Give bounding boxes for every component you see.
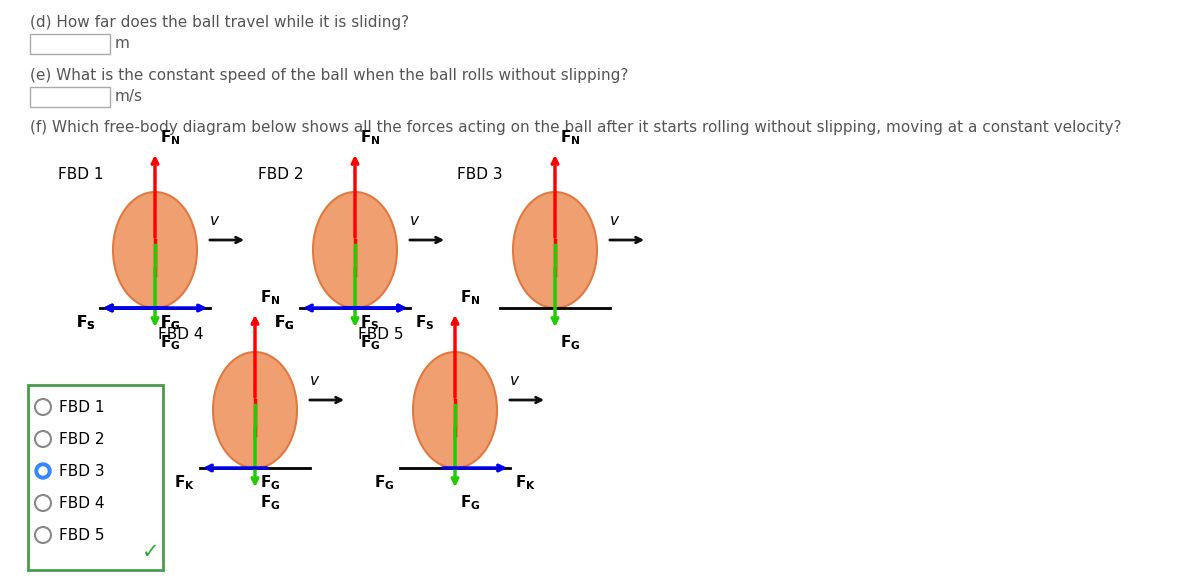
Text: $\mathbf{F_S}$: $\mathbf{F_S}$ — [76, 313, 95, 332]
Text: m: m — [115, 36, 130, 51]
Text: $\mathbf{F_N}$: $\mathbf{F_N}$ — [560, 128, 581, 147]
Ellipse shape — [514, 192, 598, 308]
Text: $\mathbf{F_G}$: $\mathbf{F_G}$ — [160, 313, 180, 332]
FancyBboxPatch shape — [30, 34, 110, 54]
Text: FBD 3: FBD 3 — [457, 167, 503, 182]
Text: $\mathbf{F_S}$: $\mathbf{F_S}$ — [360, 313, 379, 332]
Text: $\mathbf{F_K}$: $\mathbf{F_K}$ — [515, 473, 536, 492]
Text: $\mathbf{F_G}$: $\mathbf{F_G}$ — [275, 313, 295, 332]
Text: (f) Which free-body diagram below shows all the forces acting on the ball after : (f) Which free-body diagram below shows … — [30, 120, 1122, 135]
Text: FBD 5: FBD 5 — [358, 327, 403, 342]
Text: $v$: $v$ — [209, 213, 221, 228]
Text: $v$: $v$ — [409, 213, 420, 228]
Text: FBD 3: FBD 3 — [59, 463, 104, 479]
Text: (e) What is the constant speed of the ball when the ball rolls without slipping?: (e) What is the constant speed of the ba… — [30, 68, 629, 83]
Text: $v$: $v$ — [310, 373, 320, 388]
Text: $v$: $v$ — [509, 373, 521, 388]
Text: $\mathbf{F_G}$: $\mathbf{F_G}$ — [560, 333, 581, 352]
Ellipse shape — [313, 192, 397, 308]
Text: $\mathbf{F_K}$: $\mathbf{F_K}$ — [174, 473, 194, 492]
Text: $v$: $v$ — [610, 213, 620, 228]
Text: $\mathbf{F_G}$: $\mathbf{F_G}$ — [260, 493, 281, 512]
Circle shape — [35, 463, 50, 479]
FancyBboxPatch shape — [28, 385, 163, 570]
Text: $\mathbf{F_S}$: $\mathbf{F_S}$ — [415, 313, 434, 332]
Text: $\mathbf{F_S}$: $\mathbf{F_S}$ — [76, 313, 95, 332]
Text: $\mathbf{F_G}$: $\mathbf{F_G}$ — [160, 313, 180, 332]
Ellipse shape — [214, 352, 298, 468]
Text: $\mathbf{F_G}$: $\mathbf{F_G}$ — [374, 473, 395, 492]
Circle shape — [38, 467, 47, 475]
Text: $\mathbf{F_G}$: $\mathbf{F_G}$ — [260, 473, 281, 492]
Text: $\mathbf{F_G}$: $\mathbf{F_G}$ — [360, 333, 380, 352]
Text: FBD 1: FBD 1 — [58, 167, 103, 182]
Text: FBD 4: FBD 4 — [157, 327, 203, 342]
Text: $\mathbf{F_N}$: $\mathbf{F_N}$ — [360, 128, 380, 147]
Text: ✓: ✓ — [143, 542, 160, 562]
Text: m/s: m/s — [115, 90, 143, 105]
Ellipse shape — [413, 352, 497, 468]
Text: $\mathbf{F_G}$: $\mathbf{F_G}$ — [275, 313, 295, 332]
Text: $\mathbf{F_G}$: $\mathbf{F_G}$ — [160, 333, 180, 352]
Text: FBD 1: FBD 1 — [59, 400, 104, 415]
Text: $\mathbf{F_N}$: $\mathbf{F_N}$ — [460, 288, 480, 307]
Text: (d) How far does the ball travel while it is sliding?: (d) How far does the ball travel while i… — [30, 15, 409, 30]
Text: $\mathbf{F_G}$: $\mathbf{F_G}$ — [460, 493, 480, 512]
Text: FBD 2: FBD 2 — [59, 432, 104, 446]
Text: FBD 5: FBD 5 — [59, 528, 104, 542]
Text: $\mathbf{F_N}$: $\mathbf{F_N}$ — [260, 288, 281, 307]
Ellipse shape — [113, 192, 197, 308]
Text: FBD 2: FBD 2 — [258, 167, 302, 182]
FancyBboxPatch shape — [30, 87, 110, 107]
Text: FBD 4: FBD 4 — [59, 495, 104, 511]
Text: $\mathbf{F_N}$: $\mathbf{F_N}$ — [160, 128, 180, 147]
